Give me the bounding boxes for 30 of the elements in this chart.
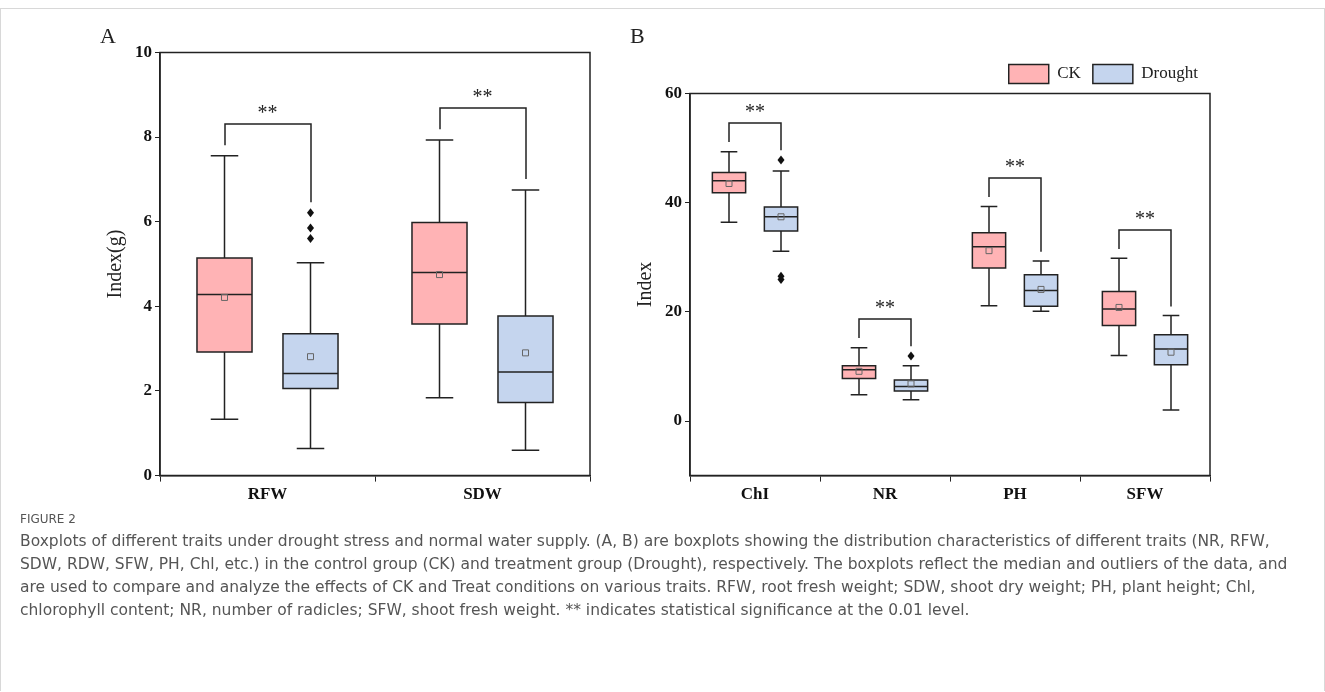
x-tick-label: RFW (247, 484, 288, 504)
y-tick-label: 8 (143, 126, 152, 146)
y-tick-label: 10 (135, 41, 152, 61)
y-axis-title: Index (633, 261, 656, 308)
y-tick-label: 2 (143, 380, 152, 400)
x-tick-label: SDW (463, 484, 502, 504)
chart-title: B (630, 22, 645, 48)
y-tick-label: 4 (143, 295, 153, 315)
x-tick-label: SFW (1126, 484, 1164, 504)
y-tick-label: 20 (665, 301, 682, 321)
y-tick-label: 0 (673, 410, 682, 430)
annotation: ** (745, 100, 765, 123)
chart-title: A (100, 22, 116, 48)
annotation: ** (875, 296, 895, 319)
legend-label: CK (1057, 63, 1082, 83)
annotation: ** (472, 85, 493, 108)
x-tick-label: NR (872, 484, 898, 504)
annotation: ** (1005, 154, 1025, 177)
y-tick-label: 6 (143, 211, 152, 231)
y-tick-label: 60 (665, 82, 682, 102)
y-axis-title: Index(g) (103, 229, 127, 299)
x-tick-label: PH (1003, 484, 1027, 504)
legend-label: Drought (1141, 63, 1199, 83)
y-tick-label: 0 (143, 464, 152, 484)
annotation: ** (257, 100, 278, 123)
annotation: ** (1135, 206, 1155, 229)
caption: FIGURE 2 (20, 512, 77, 526)
y-tick-label: 40 (665, 191, 682, 211)
text: Boxplots of different traits under drought stress and normal water supply. (A, B) are boxplots showing the distribution characteristics of different traits (NR, RFW, SDW, RDW, SFW, PH, Chl, etc.) in the control group (CK) and treatment group (Drought), respectively. The boxplots reflect the median and outliers of the data, and are used to compare and analyze the effects of CK and Treat conditions on various traits. RFW, root fresh weight; SDW, shoot dry weight; PH, plant height; Chl, chlorophyll content; NR, number of radicles; SFW, shoot fresh weight. ** indicates statistical significance at the 0.01 level. (20, 531, 1289, 621)
x-tick-label: ChI (740, 484, 770, 504)
